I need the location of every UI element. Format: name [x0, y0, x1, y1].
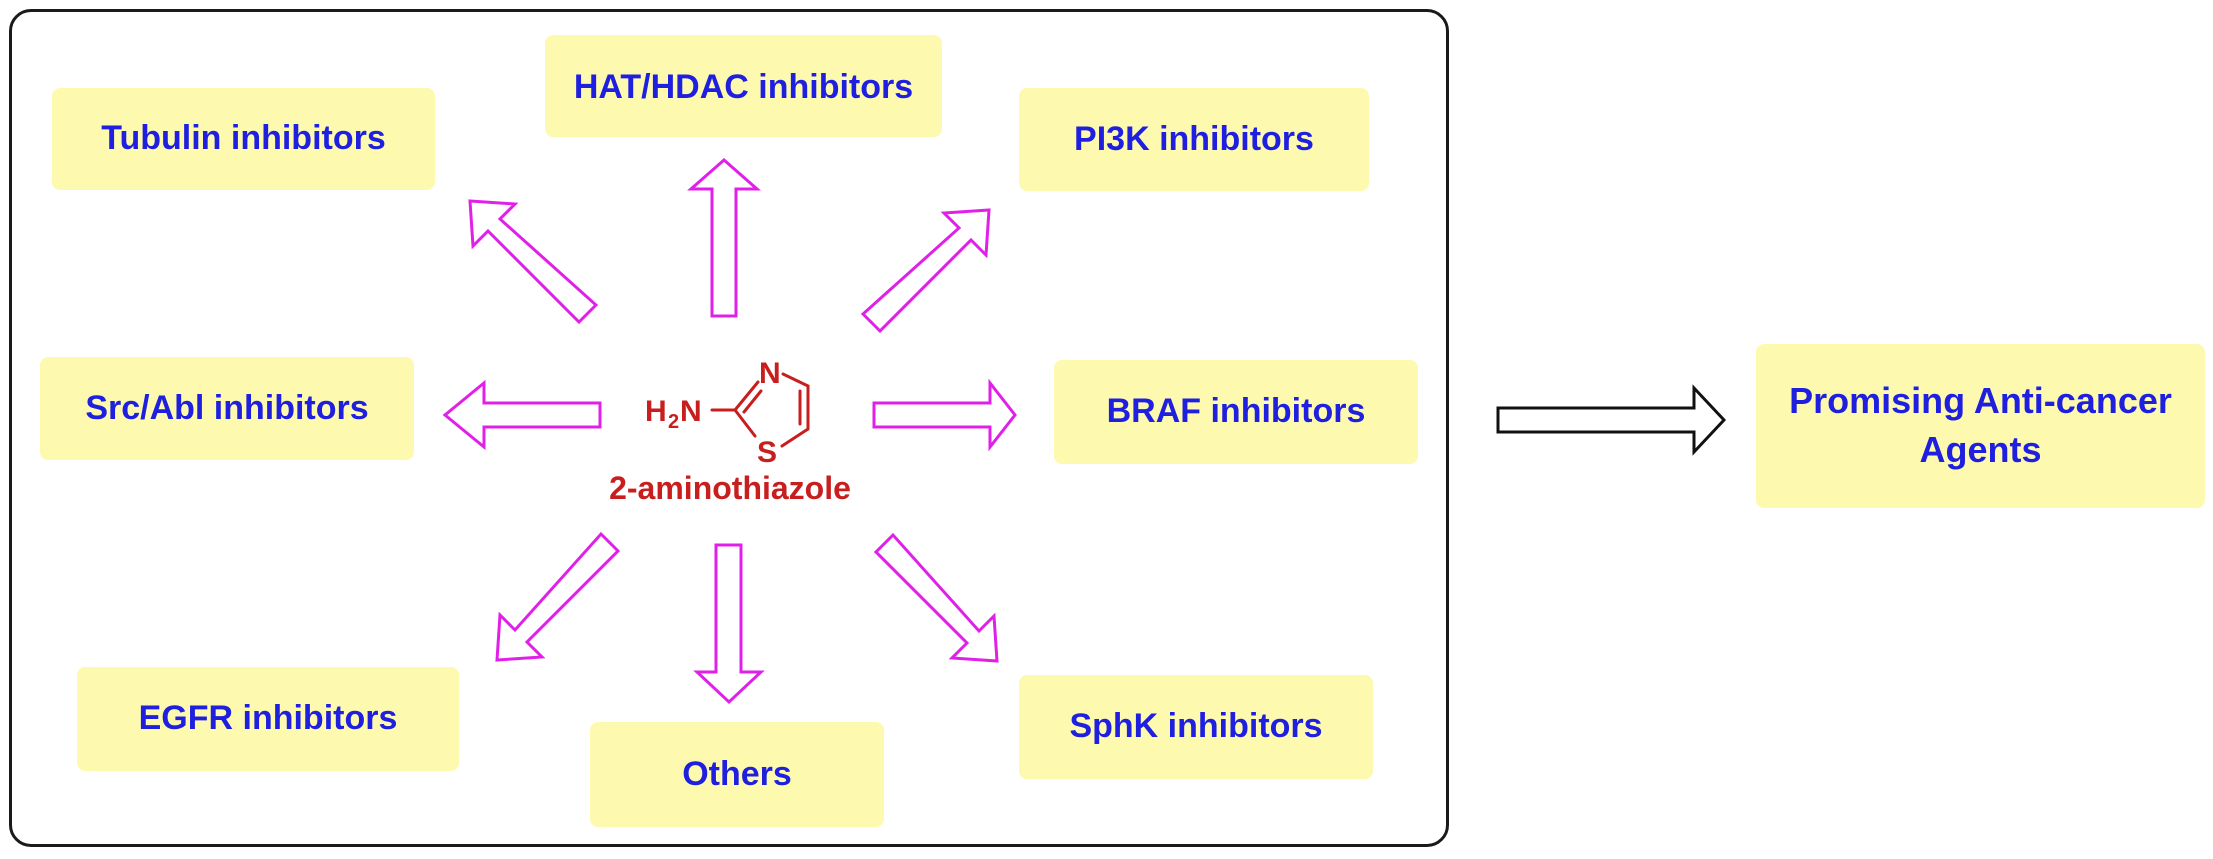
arrow-to-tubulin-inhibitors [468, 199, 599, 325]
atom-amine-n: N [680, 395, 702, 428]
box-others: Others [590, 722, 884, 827]
arrow-to-outcome [1496, 384, 1727, 456]
bond-c2-n3-double [742, 389, 763, 414]
label-sphk-inhibitors: SphK inhibitors [1069, 707, 1323, 746]
arrow-to-src-abl-inhibitors [442, 379, 602, 451]
label-pi3k-inhibitors: PI3K inhibitors [1074, 119, 1314, 158]
aminothiazole-structure: H 2 N N S [645, 357, 810, 469]
box-promising-anti-cancer-agents: Promising Anti-cancer Agents [1756, 344, 2205, 508]
arrow-to-others [693, 543, 765, 705]
box-egfr-inhibitors: EGFR inhibitors [77, 667, 459, 771]
box-hat-hdac-inhibitors: HAT/HDAC inhibitors [545, 35, 942, 137]
compound-name: 2-aminothiazole [609, 470, 851, 506]
arrow-to-sphk-inhibitors [873, 532, 999, 663]
outcome-line-2: Agents [1919, 429, 2042, 470]
label-braf-inhibitors: BRAF inhibitors [1106, 392, 1366, 431]
arrow-to-hat-hdac-inhibitors [687, 158, 761, 318]
arrow-to-pi3k-inhibitors [860, 208, 991, 334]
bond-c2-s1 [733, 408, 757, 438]
bond-c5-s1 [780, 427, 810, 448]
bond-n3-c4 [781, 372, 810, 388]
label-src-abl-inhibitors: Src/Abl inhibitors [85, 388, 369, 427]
label-tubulin-inhibitors: Tubulin inhibitors [101, 119, 386, 158]
arrow-to-braf-inhibitors [872, 378, 1017, 452]
box-braf-inhibitors: BRAF inhibitors [1054, 360, 1418, 464]
atom-ring-s: S [757, 436, 777, 469]
box-pi3k-inhibitors: PI3K inhibitors [1019, 88, 1369, 191]
outcome-line-1: Promising Anti-cancer [1789, 380, 2172, 422]
label-egfr-inhibitors: EGFR inhibitors [138, 699, 398, 738]
bond-c2-n3 [733, 380, 760, 412]
arrow-to-egfr-inhibitors [495, 531, 621, 662]
label-others: Others [682, 754, 792, 793]
atom-h-subscript: 2 [668, 411, 679, 433]
atom-h: H [645, 395, 667, 428]
atom-ring-n: N [759, 357, 781, 390]
label-hat-hdac-inhibitors: HAT/HDAC inhibitors [573, 68, 914, 106]
box-sphk-inhibitors: SphK inhibitors [1019, 675, 1373, 779]
box-tubulin-inhibitors: Tubulin inhibitors [52, 88, 435, 190]
box-src-abl-inhibitors: Src/Abl inhibitors [40, 357, 414, 460]
